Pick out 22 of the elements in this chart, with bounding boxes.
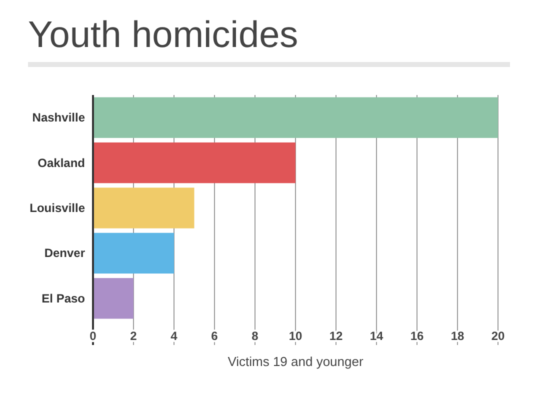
x-tick-label: 12 (329, 329, 343, 343)
x-tick-label: 14 (370, 329, 384, 343)
y-tick-label: El Paso (42, 291, 85, 306)
bar (93, 188, 194, 228)
x-tick-label: 8 (252, 329, 259, 343)
y-tick-label: Nashville (32, 110, 86, 125)
x-tick-label: 4 (170, 329, 178, 343)
x-tick-label: 6 (211, 329, 218, 343)
y-tick-label: Denver (44, 246, 86, 260)
bar (93, 232, 174, 274)
x-axis-title: Victims 19 and younger (228, 354, 364, 369)
x-tick-label: 16 (410, 329, 424, 343)
bar (93, 142, 296, 184)
x-tick-label: 2 (130, 329, 138, 343)
x-tick-label: 18 (450, 329, 464, 343)
chart-title: Youth homicides (28, 14, 298, 55)
y-tick-label: Oakland (38, 156, 85, 170)
x-tick-label: 10 (288, 329, 302, 343)
y-tick-label: Louisville (30, 201, 86, 215)
bar (93, 278, 134, 319)
x-tick-label: 20 (491, 329, 505, 343)
bar (93, 97, 498, 138)
